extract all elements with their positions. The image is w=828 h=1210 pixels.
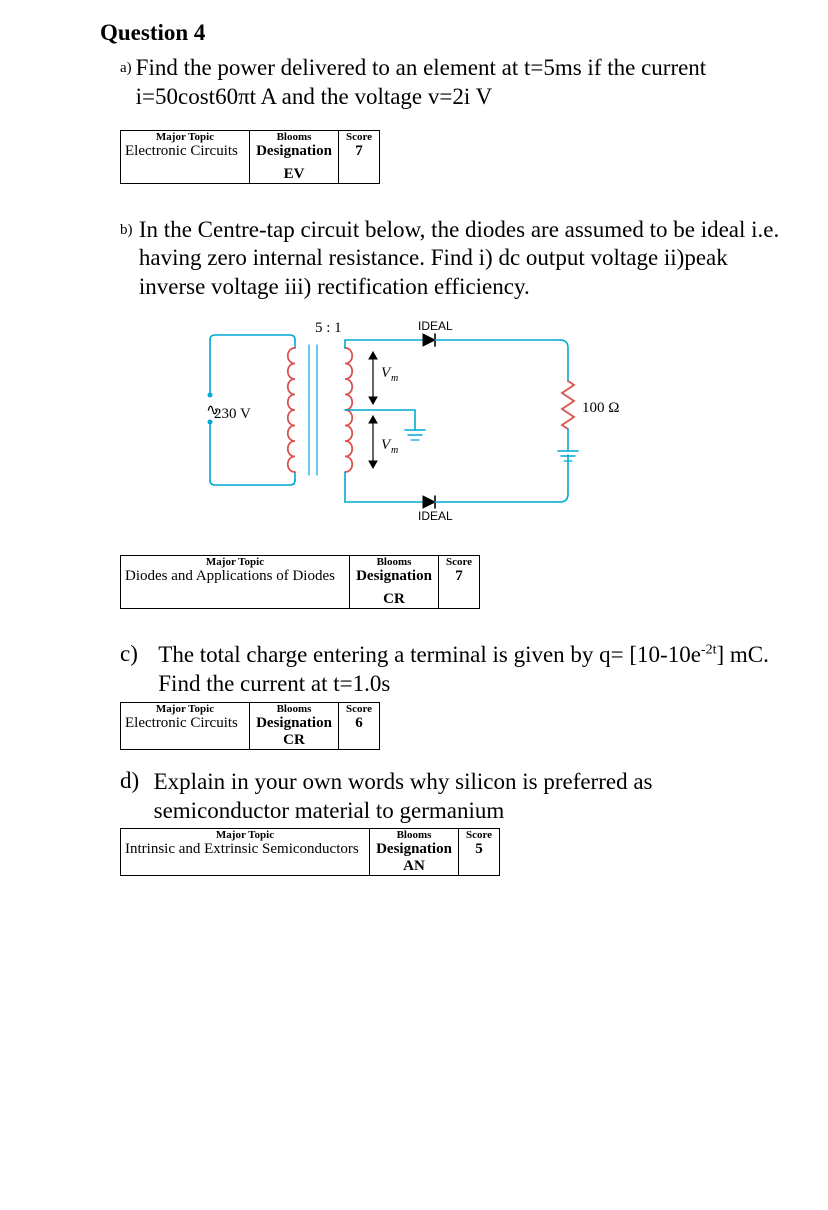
rubric-c-h2: Blooms: [254, 703, 334, 715]
part-d-text: Explain in your own words why silicon is…: [154, 768, 788, 826]
rubric-d-h3: Score: [463, 829, 495, 841]
rubric-a-topic: Electronic Circuits: [125, 143, 245, 160]
rubric-b-h1: Major Topic: [125, 556, 345, 568]
part-a-text: Find the power delivered to an element a…: [136, 54, 788, 112]
rubric-a-h3: Score: [343, 131, 375, 143]
rubric-b-desig-value: CR: [354, 591, 434, 608]
rubric-b-topic: Diodes and Applications of Diodes: [125, 568, 345, 585]
part-c-text1: The total charge entering a terminal is …: [158, 642, 701, 667]
rubric-d-topic: Intrinsic and Extrinsic Semiconductors: [125, 841, 365, 858]
svg-text:m: m: [391, 445, 398, 456]
rubric-c-h3: Score: [343, 703, 375, 715]
circuit-diagram: ∿5 : 1IDEALIDEAL230 VVmVm100 Ω: [190, 310, 620, 535]
svg-text:IDEAL: IDEAL: [418, 319, 453, 333]
rubric-c-desig-value: CR: [254, 732, 334, 749]
part-c-sup: -2t: [701, 642, 717, 657]
rubric-a-score: 7: [343, 143, 375, 160]
rubric-c-desig-label: Designation: [254, 715, 334, 732]
part-c-label: c): [120, 641, 138, 667]
rubric-d-desig-value: AN: [374, 858, 454, 875]
part-c-text: The total charge entering a terminal is …: [158, 641, 788, 699]
rubric-a-desig-label: Designation: [254, 143, 334, 160]
part-a: a) Find the power delivered to an elemen…: [120, 54, 788, 112]
part-d: d) Explain in your own words why silicon…: [120, 768, 788, 826]
rubric-d-h1: Major Topic: [125, 829, 365, 841]
svg-text:m: m: [391, 373, 398, 384]
rubric-c-h1: Major Topic: [125, 703, 245, 715]
rubric-b-h2: Blooms: [354, 556, 434, 568]
rubric-d-score: 5: [463, 841, 495, 858]
part-b-text: In the Centre-tap circuit below, the dio…: [139, 216, 788, 302]
rubric-a-h2: Blooms: [254, 131, 334, 143]
part-d-label: d): [120, 768, 139, 794]
svg-text:100 Ω: 100 Ω: [582, 400, 619, 416]
rubric-a: Major Topic Electronic Circuits Blooms D…: [120, 130, 380, 184]
part-b-label: b): [120, 216, 133, 239]
rubric-d-h2: Blooms: [374, 829, 454, 841]
part-a-label: a): [120, 54, 132, 77]
rubric-b-score: 7: [443, 568, 475, 585]
part-b: b) In the Centre-tap circuit below, the …: [120, 216, 788, 302]
rubric-a-desig-value: EV: [254, 166, 334, 183]
rubric-a-h1: Major Topic: [125, 131, 245, 143]
svg-text:IDEAL: IDEAL: [418, 509, 453, 523]
svg-text:5 : 1: 5 : 1: [315, 320, 342, 336]
part-c: c) The total charge entering a terminal …: [120, 641, 788, 699]
rubric-d: Major Topic Intrinsic and Extrinsic Semi…: [120, 828, 500, 876]
rubric-b-h3: Score: [443, 556, 475, 568]
rubric-c-score: 6: [343, 715, 375, 732]
rubric-d-desig-label: Designation: [374, 841, 454, 858]
question-title: Question 4: [100, 20, 788, 46]
rubric-b-desig-label: Designation: [354, 568, 434, 585]
rubric-c-topic: Electronic Circuits: [125, 715, 245, 732]
rubric-c: Major Topic Electronic Circuits Blooms D…: [120, 702, 380, 750]
svg-text:230 V: 230 V: [214, 406, 251, 422]
rubric-b: Major Topic Diodes and Applications of D…: [120, 555, 480, 609]
